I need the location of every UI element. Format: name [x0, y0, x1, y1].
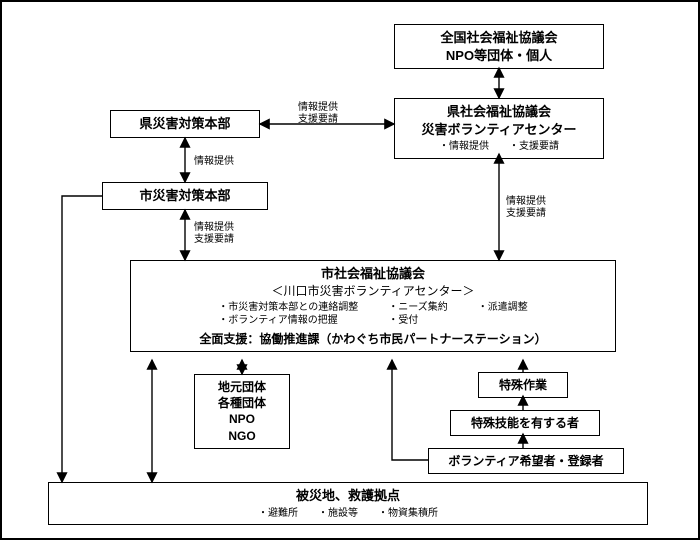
node-city-center: 市社会福祉協議会 ＜川口市災害ボランティアセンター＞ ・市災害対策本部との連絡調…	[130, 260, 616, 352]
national-line1: 全国社会福祉協議会	[401, 29, 597, 47]
special-work-title: 特殊作業	[485, 377, 561, 393]
city-center-col2: ・ニーズ集約 ・受付	[388, 301, 448, 328]
node-pref-center: 県社会福祉協議会 災害ボランティアセンター ・情報提供 ・支援要請	[394, 98, 604, 159]
lbl-cityhq-center-1: 情報提供	[194, 222, 234, 235]
node-local-groups: 地元団体 各種団体 NPO NGO	[194, 374, 290, 449]
national-line2: NPO等団体・個人	[401, 47, 597, 65]
lbl-pref-city-hq: 情報提供	[194, 156, 234, 169]
pref-center-bullets: ・情報提供 ・支援要請	[401, 140, 597, 154]
lbl-pref-centers-2: 支援要請	[298, 114, 338, 127]
city-center-title: 市社会福祉協議会	[137, 265, 609, 283]
node-special-skill: 特殊技能を有する者	[450, 410, 600, 436]
city-center-b4: ・受付	[388, 314, 448, 328]
city-center-b2: ・ボランティア情報の把握	[218, 314, 358, 328]
node-national: 全国社会福祉協議会 NPO等団体・個人	[394, 24, 604, 69]
lbl-cityhq-center-2: 支援要請	[194, 234, 234, 247]
disaster-title: 被災地、救護拠点	[55, 487, 641, 505]
city-center-b5: ・派遣調整	[478, 301, 528, 315]
city-center-b1: ・市災害対策本部との連絡調整	[218, 301, 358, 315]
lbl-pref-centers-1: 情報提供	[298, 102, 338, 115]
city-center-col1: ・市災害対策本部との連絡調整 ・ボランティア情報の把握	[218, 301, 358, 328]
disaster-bullets: ・避難所 ・施設等 ・物資集積所	[55, 507, 641, 521]
node-applicants: ボランティア希望者・登録者	[428, 448, 624, 474]
local-l2: 各種団体	[201, 395, 283, 411]
local-l1: 地元団体	[201, 379, 283, 395]
pref-center-line1: 県社会福祉協議会	[401, 103, 597, 121]
special-skill-title: 特殊技能を有する者	[457, 415, 593, 431]
node-pref-hq: 県災害対策本部	[110, 110, 260, 138]
node-city-hq: 市災害対策本部	[102, 182, 268, 210]
lbl-prefcenter-citycenter-1: 情報提供	[506, 196, 546, 209]
pref-center-line2: 災害ボランティアセンター	[401, 121, 597, 139]
applicants-title: ボランティア希望者・登録者	[435, 453, 617, 469]
local-l4: NGO	[201, 428, 283, 444]
city-center-support: 全面支援：協働推進課（かわぐち市民パートナーステーション）	[137, 331, 609, 347]
diagram-canvas: 全国社会福祉協議会 NPO等団体・個人 県社会福祉協議会 災害ボランティアセンタ…	[0, 0, 700, 540]
city-center-b3: ・ニーズ集約	[388, 301, 448, 315]
pref-hq-title: 県災害対策本部	[117, 115, 253, 133]
city-hq-title: 市災害対策本部	[109, 187, 261, 205]
local-l3: NPO	[201, 411, 283, 427]
node-disaster-area: 被災地、救護拠点 ・避難所 ・施設等 ・物資集積所	[48, 482, 648, 525]
lbl-prefcenter-citycenter-2: 支援要請	[506, 208, 546, 221]
node-special-work: 特殊作業	[478, 372, 568, 398]
city-center-col3: ・派遣調整	[478, 301, 528, 328]
city-center-subtitle: ＜川口市災害ボランティアセンター＞	[137, 283, 609, 299]
